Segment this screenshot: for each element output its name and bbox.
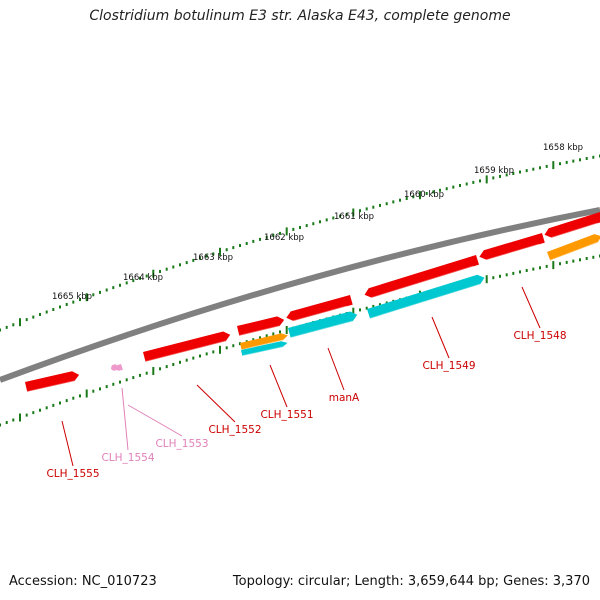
kbp-label: 1661 kbp <box>334 212 374 222</box>
gene-label: CLH_1549 <box>422 360 475 372</box>
gene-arrow <box>286 295 353 324</box>
gene-label: CLH_1554 <box>101 452 154 464</box>
gene-arrow <box>367 274 485 320</box>
kbp-label: 1665 kbp <box>52 292 92 302</box>
gene-arrow <box>25 371 80 393</box>
accession-text: Accession: NC_010723 <box>9 574 157 589</box>
gene-label: manA <box>329 392 360 404</box>
gene-label: CLH_1552 <box>208 424 261 436</box>
label-leader-line <box>327 347 345 391</box>
kbp-label: 1664 kbp <box>123 273 163 283</box>
topology-text: Topology: circular; Length: 3,659,644 bp… <box>232 574 590 589</box>
label-leader-line <box>521 286 541 329</box>
kbp-label: 1659 kbp <box>474 166 514 176</box>
gene-arrow <box>364 255 479 301</box>
label-leader-line <box>431 316 450 359</box>
label-leader-line <box>127 404 183 437</box>
gene-arrow <box>237 316 285 337</box>
kbp-label: 1662 kbp <box>264 233 304 243</box>
kbp-label: 1663 kbp <box>193 253 233 263</box>
gene-arrow <box>240 333 288 351</box>
gene-arrow <box>115 364 123 373</box>
gene-arrow <box>241 341 288 357</box>
gene-arrow <box>143 331 231 363</box>
genome-backbone <box>0 207 600 383</box>
label-leader-line <box>121 387 129 451</box>
gene-arrow <box>110 364 118 373</box>
kbp-labels: 1665 kbp 1664 kbp 1663 kbp 1662 kbp 1661 kbp… <box>52 143 583 302</box>
label-leader-line <box>269 364 288 408</box>
kbp-label: 1660 kbp <box>404 190 444 200</box>
gene-arrow <box>479 233 545 263</box>
feature-track <box>25 212 600 393</box>
outer-tick-ring <box>0 154 600 332</box>
kbp-label: 1658 kbp <box>543 143 583 153</box>
gene-label: CLH_1551 <box>260 409 313 421</box>
map-title: Clostridium botulinum E3 str. Alaska E43… <box>89 8 511 24</box>
gene-label: CLH_1555 <box>46 468 99 480</box>
gene-label: CLH_1553 <box>155 438 208 450</box>
gene-arrow <box>547 234 600 262</box>
gene-arrow <box>288 311 358 339</box>
gene-arrow <box>544 212 600 241</box>
gene-label: CLH_1548 <box>513 330 566 342</box>
label-leader-line <box>196 384 236 423</box>
label-leader-line <box>61 420 74 467</box>
